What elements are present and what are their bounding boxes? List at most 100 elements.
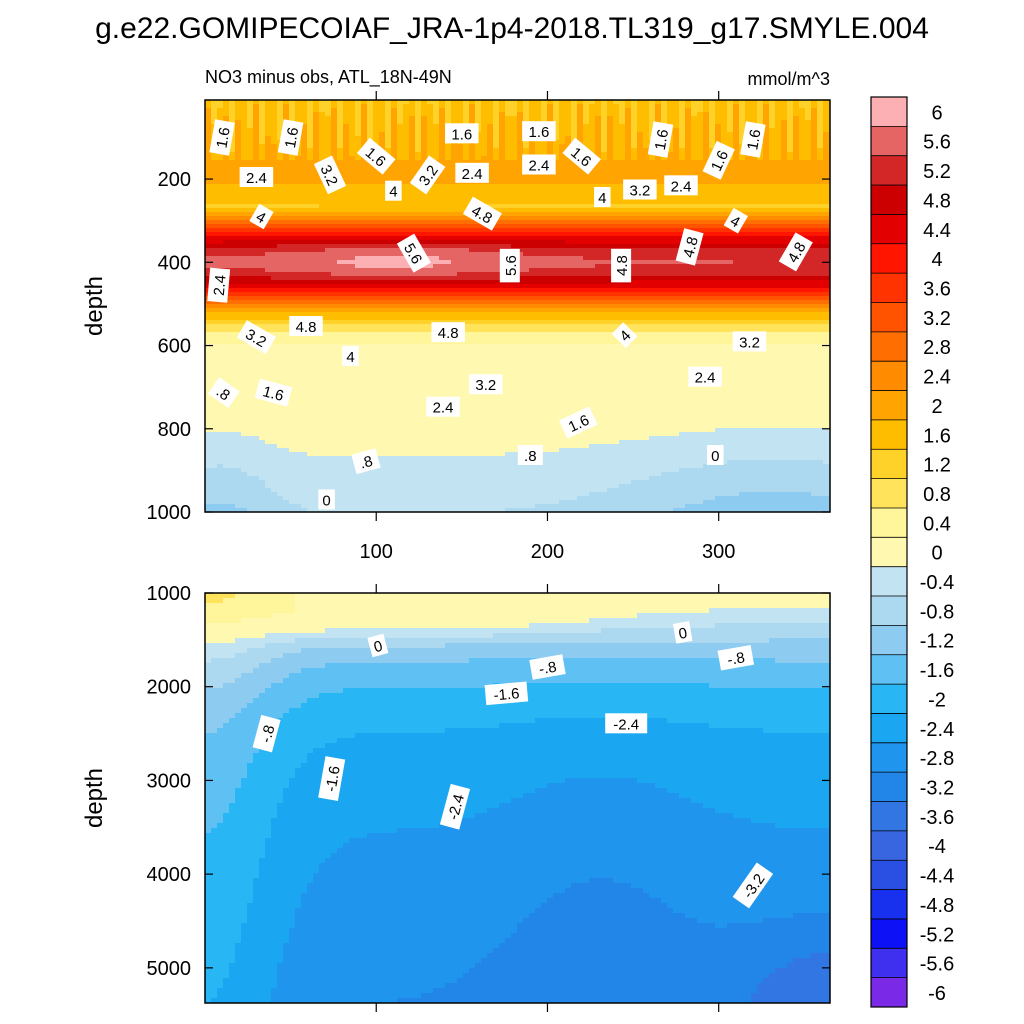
heat-cell xyxy=(313,264,320,269)
heat-cell xyxy=(325,392,332,397)
heat-cell xyxy=(211,256,218,261)
heat-cell xyxy=(391,176,398,181)
heat-cell xyxy=(433,368,440,373)
heat-cell xyxy=(421,100,428,105)
heat-cell xyxy=(403,368,410,373)
heat-cell xyxy=(229,348,236,353)
heat-cell xyxy=(325,484,332,489)
heat-cell xyxy=(265,196,272,201)
heat-cell xyxy=(223,108,230,113)
heat-cell xyxy=(409,484,416,489)
heat-cell xyxy=(367,204,374,209)
heat-cell xyxy=(277,128,284,133)
heat-cell xyxy=(349,364,356,369)
heat-cell xyxy=(361,352,368,357)
heat-cell xyxy=(391,348,398,353)
heat-cell xyxy=(241,388,248,393)
heat-cell xyxy=(451,340,458,345)
heat-cell xyxy=(409,196,416,201)
heat-cell xyxy=(277,340,284,345)
heat-cell xyxy=(331,408,338,413)
heat-cell xyxy=(373,180,380,185)
heat-cell xyxy=(217,180,224,185)
heat-cell xyxy=(469,348,476,353)
heat-cell xyxy=(415,228,422,233)
heat-cell xyxy=(451,420,458,425)
heat-cell xyxy=(493,100,500,105)
heat-cell xyxy=(205,376,212,381)
heat-cell xyxy=(223,332,230,337)
heat-cell xyxy=(241,120,248,125)
heat-cell xyxy=(439,236,446,241)
heat-cell xyxy=(457,348,464,353)
heat-cell xyxy=(355,392,362,397)
heat-cell xyxy=(367,328,374,333)
heat-cell xyxy=(349,316,356,321)
heat-cell xyxy=(337,484,344,489)
heat-cell xyxy=(217,356,224,361)
heat-cell xyxy=(493,156,500,161)
heat-cell xyxy=(205,216,212,221)
heat-cell xyxy=(283,252,290,257)
heat-cell xyxy=(241,448,248,453)
heat-cell xyxy=(475,356,482,361)
heat-cell xyxy=(241,312,248,317)
heat-cell xyxy=(217,256,224,261)
heat-cell xyxy=(481,312,488,317)
heat-cell xyxy=(469,464,476,469)
heat-cell xyxy=(253,432,260,437)
heat-cell xyxy=(289,204,296,209)
heat-cell xyxy=(205,368,212,373)
heat-cell xyxy=(385,296,392,301)
heat-cell xyxy=(229,276,236,281)
heat-cell xyxy=(343,480,350,485)
heat-cell xyxy=(385,320,392,325)
heat-cell xyxy=(475,232,482,237)
heat-cell xyxy=(229,268,236,273)
heat-cell xyxy=(301,464,308,469)
heat-cell xyxy=(307,484,314,489)
heat-cell xyxy=(487,344,494,349)
heat-cell xyxy=(325,316,332,321)
heat-cell xyxy=(457,448,464,453)
heat-cell xyxy=(475,264,482,269)
heat-cell xyxy=(397,128,404,133)
heat-cell xyxy=(319,276,326,281)
heat-cell xyxy=(253,244,260,249)
heat-cell xyxy=(385,468,392,473)
heat-cell xyxy=(241,308,248,313)
heat-cell xyxy=(331,364,338,369)
heat-cell xyxy=(319,312,326,317)
heat-cell xyxy=(379,360,386,365)
heat-cell xyxy=(427,392,434,397)
heat-cell xyxy=(259,128,266,133)
heat-cell xyxy=(427,112,434,117)
heat-cell xyxy=(361,436,368,441)
heat-cell xyxy=(271,368,278,373)
heat-cell xyxy=(355,364,362,369)
heat-cell xyxy=(205,160,212,165)
heat-cell xyxy=(445,436,452,441)
heat-cell xyxy=(457,196,464,201)
heat-cell xyxy=(289,232,296,237)
heat-cell xyxy=(301,132,308,137)
heat-cell xyxy=(247,240,254,245)
heat-cell xyxy=(463,284,470,289)
heat-cell xyxy=(331,260,338,265)
heat-cell xyxy=(367,260,374,265)
heat-cell xyxy=(331,316,338,321)
heat-cell xyxy=(403,316,410,321)
heat-cell xyxy=(325,136,332,141)
heat-cell xyxy=(469,160,476,165)
heat-cell xyxy=(349,496,356,501)
heat-cell xyxy=(463,388,470,393)
heat-cell xyxy=(355,264,362,269)
heat-cell xyxy=(457,376,464,381)
heat-cell xyxy=(283,344,290,349)
heat-cell xyxy=(385,356,392,361)
heat-cell xyxy=(241,412,248,417)
heat-cell xyxy=(469,456,476,461)
heat-cell xyxy=(391,432,398,437)
heat-cell xyxy=(433,292,440,297)
heat-cell xyxy=(481,260,488,265)
